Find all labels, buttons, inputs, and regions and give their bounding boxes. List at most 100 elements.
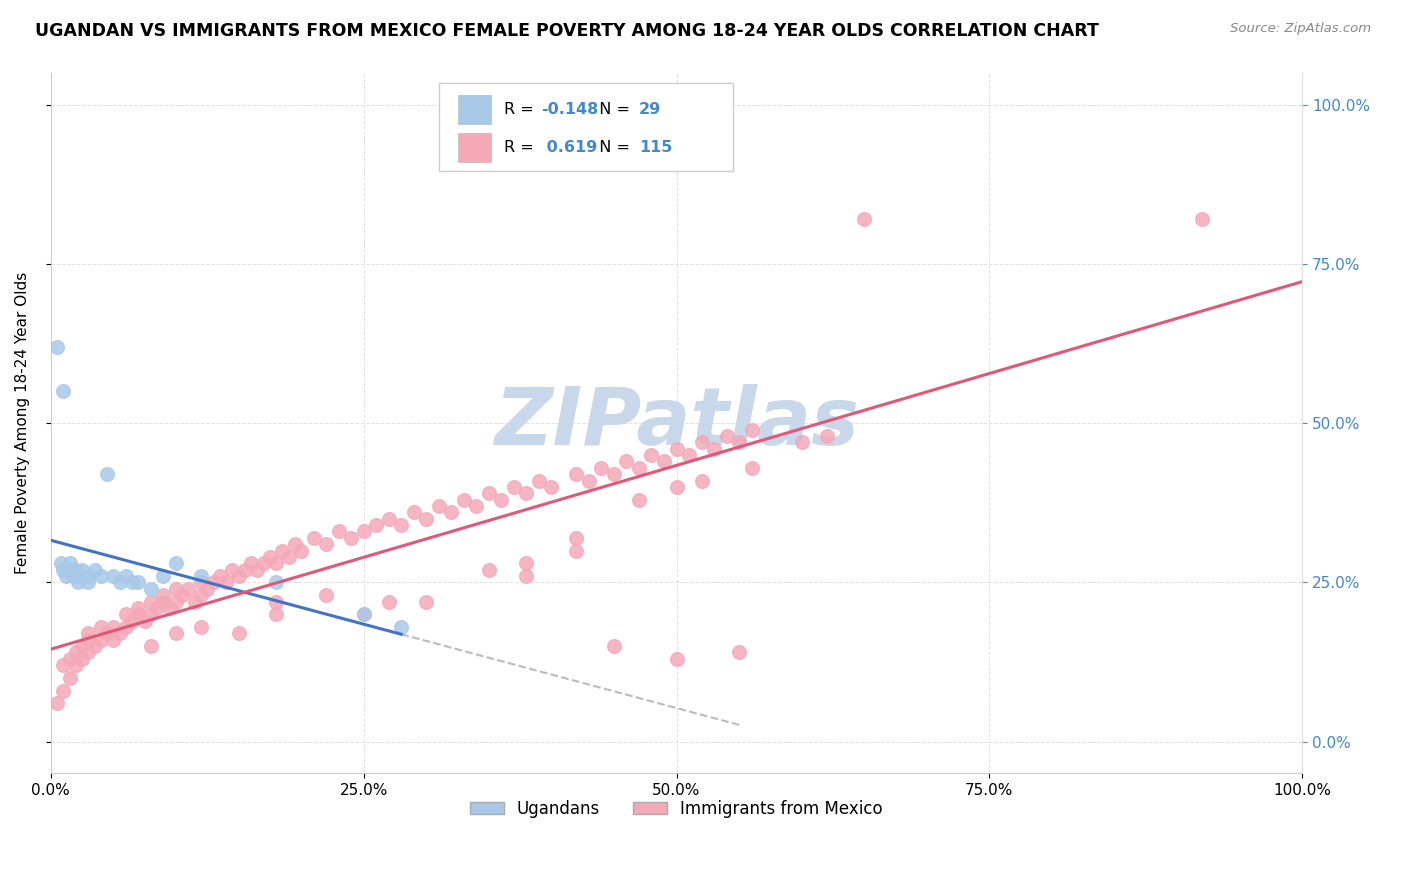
Point — [315, 588, 337, 602]
Point — [328, 524, 350, 539]
Point — [478, 486, 501, 500]
Point — [678, 448, 700, 462]
Point — [284, 537, 307, 551]
Point — [427, 499, 450, 513]
Point — [90, 632, 112, 647]
Point — [728, 645, 751, 659]
Point — [302, 531, 325, 545]
Point — [246, 563, 269, 577]
Point — [853, 212, 876, 227]
Point — [277, 549, 299, 564]
Point — [103, 620, 125, 634]
Point — [70, 563, 93, 577]
Text: N =: N = — [589, 102, 636, 117]
Point — [264, 575, 287, 590]
Point — [665, 652, 688, 666]
Point — [96, 467, 118, 482]
Point — [264, 556, 287, 570]
Point — [690, 474, 713, 488]
Text: R =: R = — [503, 102, 538, 117]
Point — [127, 575, 149, 590]
Point — [228, 626, 250, 640]
Point — [90, 569, 112, 583]
Point — [70, 639, 93, 653]
Point — [565, 543, 588, 558]
Point — [65, 563, 87, 577]
Point — [152, 588, 174, 602]
Point — [790, 435, 813, 450]
Point — [165, 582, 187, 596]
Point — [165, 556, 187, 570]
Text: Source: ZipAtlas.com: Source: ZipAtlas.com — [1230, 22, 1371, 36]
Point — [259, 549, 281, 564]
Point — [52, 658, 75, 673]
Text: N =: N = — [589, 140, 636, 155]
Point — [190, 569, 212, 583]
Point — [353, 607, 375, 622]
Point — [652, 454, 675, 468]
Point — [377, 594, 399, 608]
Point — [59, 671, 82, 685]
Point — [52, 683, 75, 698]
Text: 29: 29 — [638, 102, 661, 117]
Point — [177, 582, 200, 596]
Point — [665, 442, 688, 456]
Text: R =: R = — [503, 140, 538, 155]
Point — [215, 575, 238, 590]
Text: -0.148: -0.148 — [541, 102, 599, 117]
Text: 115: 115 — [638, 140, 672, 155]
Point — [46, 340, 69, 354]
Point — [665, 480, 688, 494]
Point — [139, 594, 162, 608]
Point — [515, 486, 537, 500]
Point — [465, 499, 488, 513]
Point — [90, 620, 112, 634]
Point — [264, 594, 287, 608]
Point — [190, 588, 212, 602]
Point — [52, 384, 75, 399]
Point — [83, 563, 105, 577]
Point — [65, 645, 87, 659]
Point — [221, 563, 243, 577]
Point — [366, 518, 388, 533]
Point — [515, 556, 537, 570]
Point — [578, 474, 600, 488]
Point — [728, 435, 751, 450]
Point — [103, 632, 125, 647]
Point — [77, 632, 100, 647]
Point — [591, 460, 613, 475]
Point — [353, 607, 375, 622]
Point — [49, 556, 72, 570]
Point — [152, 569, 174, 583]
Point — [616, 454, 638, 468]
Y-axis label: Female Poverty Among 18-24 Year Olds: Female Poverty Among 18-24 Year Olds — [15, 272, 30, 574]
Point — [353, 524, 375, 539]
Point — [59, 563, 82, 577]
Point — [540, 480, 562, 494]
Point — [565, 531, 588, 545]
Point — [65, 658, 87, 673]
Point — [565, 467, 588, 482]
Point — [315, 537, 337, 551]
Point — [340, 531, 363, 545]
Point — [165, 626, 187, 640]
Point — [139, 607, 162, 622]
Point — [159, 600, 181, 615]
Point — [108, 575, 131, 590]
Point — [83, 639, 105, 653]
Text: 0.619: 0.619 — [541, 140, 598, 155]
Point — [627, 492, 650, 507]
Point — [103, 569, 125, 583]
Point — [115, 569, 138, 583]
Point — [741, 423, 763, 437]
Point — [139, 582, 162, 596]
Point — [190, 575, 212, 590]
Point — [59, 556, 82, 570]
Point — [240, 556, 263, 570]
Point — [491, 492, 513, 507]
FancyBboxPatch shape — [457, 95, 491, 124]
Point — [415, 512, 437, 526]
Point — [127, 607, 149, 622]
Point — [703, 442, 725, 456]
Point — [195, 582, 218, 596]
